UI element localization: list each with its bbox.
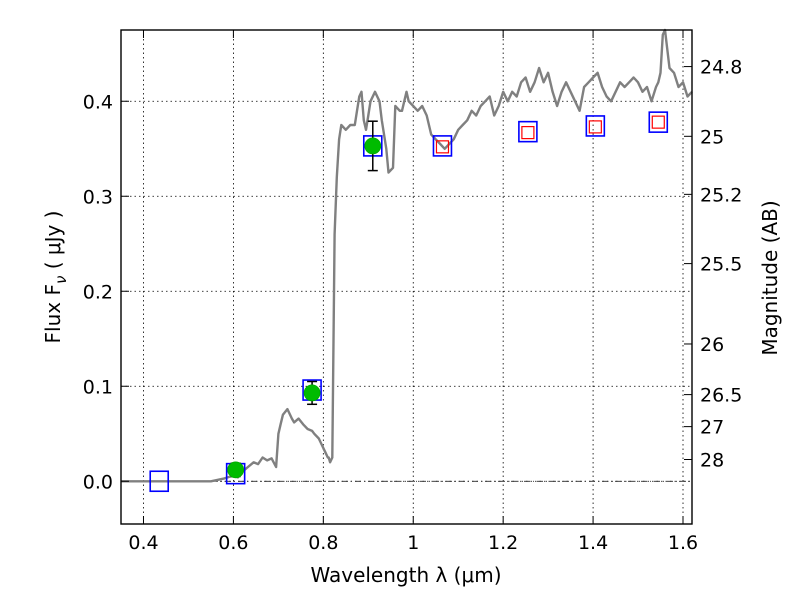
ticks-layer: 0.4 0.6 0.8 1 1.2 1.4 1.6 0.0 0.1 0.2 0.3 0.4 24.8 25…	[83, 30, 742, 554]
y-axis-label-main: Flux F	[41, 284, 65, 343]
upper-limit-square	[521, 125, 535, 140]
upper-limit-square	[588, 120, 602, 134]
y2-tick-label: 25	[700, 126, 724, 148]
x-tick-label: 1.6	[668, 532, 698, 554]
y-axis-label-unit: ( μJy )	[41, 211, 65, 276]
y-tick-label: 0.4	[83, 91, 113, 113]
y2-tick-label: 25.5	[700, 254, 742, 276]
y2-tick-label: 28	[700, 449, 724, 471]
y-tick-label: 0.3	[83, 186, 113, 208]
upper-limit-square	[651, 115, 665, 129]
x-tick-label: 0.8	[308, 532, 338, 554]
x-tick-label: 0.4	[128, 532, 158, 554]
y2-tick-label: 26.5	[700, 385, 742, 407]
y-axis-label: Flux Fν ( μJy )	[41, 211, 70, 344]
y-tick-label: 0.0	[83, 471, 113, 493]
y2-tick-label: 27	[700, 417, 724, 439]
model-photometry-square	[585, 115, 606, 137]
x-tick-label: 1.4	[578, 532, 608, 554]
y-axis-label-sub: ν	[52, 276, 70, 284]
plot-frame	[120, 29, 693, 525]
y2-axis-label: Magnitude (AB)	[758, 200, 782, 355]
x-axis-label: Wavelength λ (μm)	[310, 563, 501, 587]
x-tick-label: 1	[407, 532, 419, 554]
model-photometry-square	[149, 470, 170, 493]
x-tick-label: 1.2	[488, 532, 518, 554]
y2-tick-label: 24.8	[700, 57, 742, 79]
spectrum-layer	[121, 28, 693, 483]
model-spectrum-line	[121, 28, 693, 483]
model-photometry-square	[648, 111, 669, 133]
x-tick-label: 0.6	[218, 532, 248, 554]
y-tick-label: 0.1	[83, 376, 113, 398]
model-photometry-square	[518, 120, 538, 143]
points-layer	[149, 111, 669, 493]
model-photometry-square	[432, 135, 453, 157]
y2-tick-label: 26	[700, 334, 724, 356]
detection-point	[303, 384, 321, 402]
detection-point	[364, 137, 382, 155]
y-tick-label: 0.2	[83, 281, 113, 303]
detection-point	[227, 461, 245, 479]
y2-tick-label: 25.2	[700, 184, 742, 206]
upper-limit-square	[435, 140, 450, 154]
